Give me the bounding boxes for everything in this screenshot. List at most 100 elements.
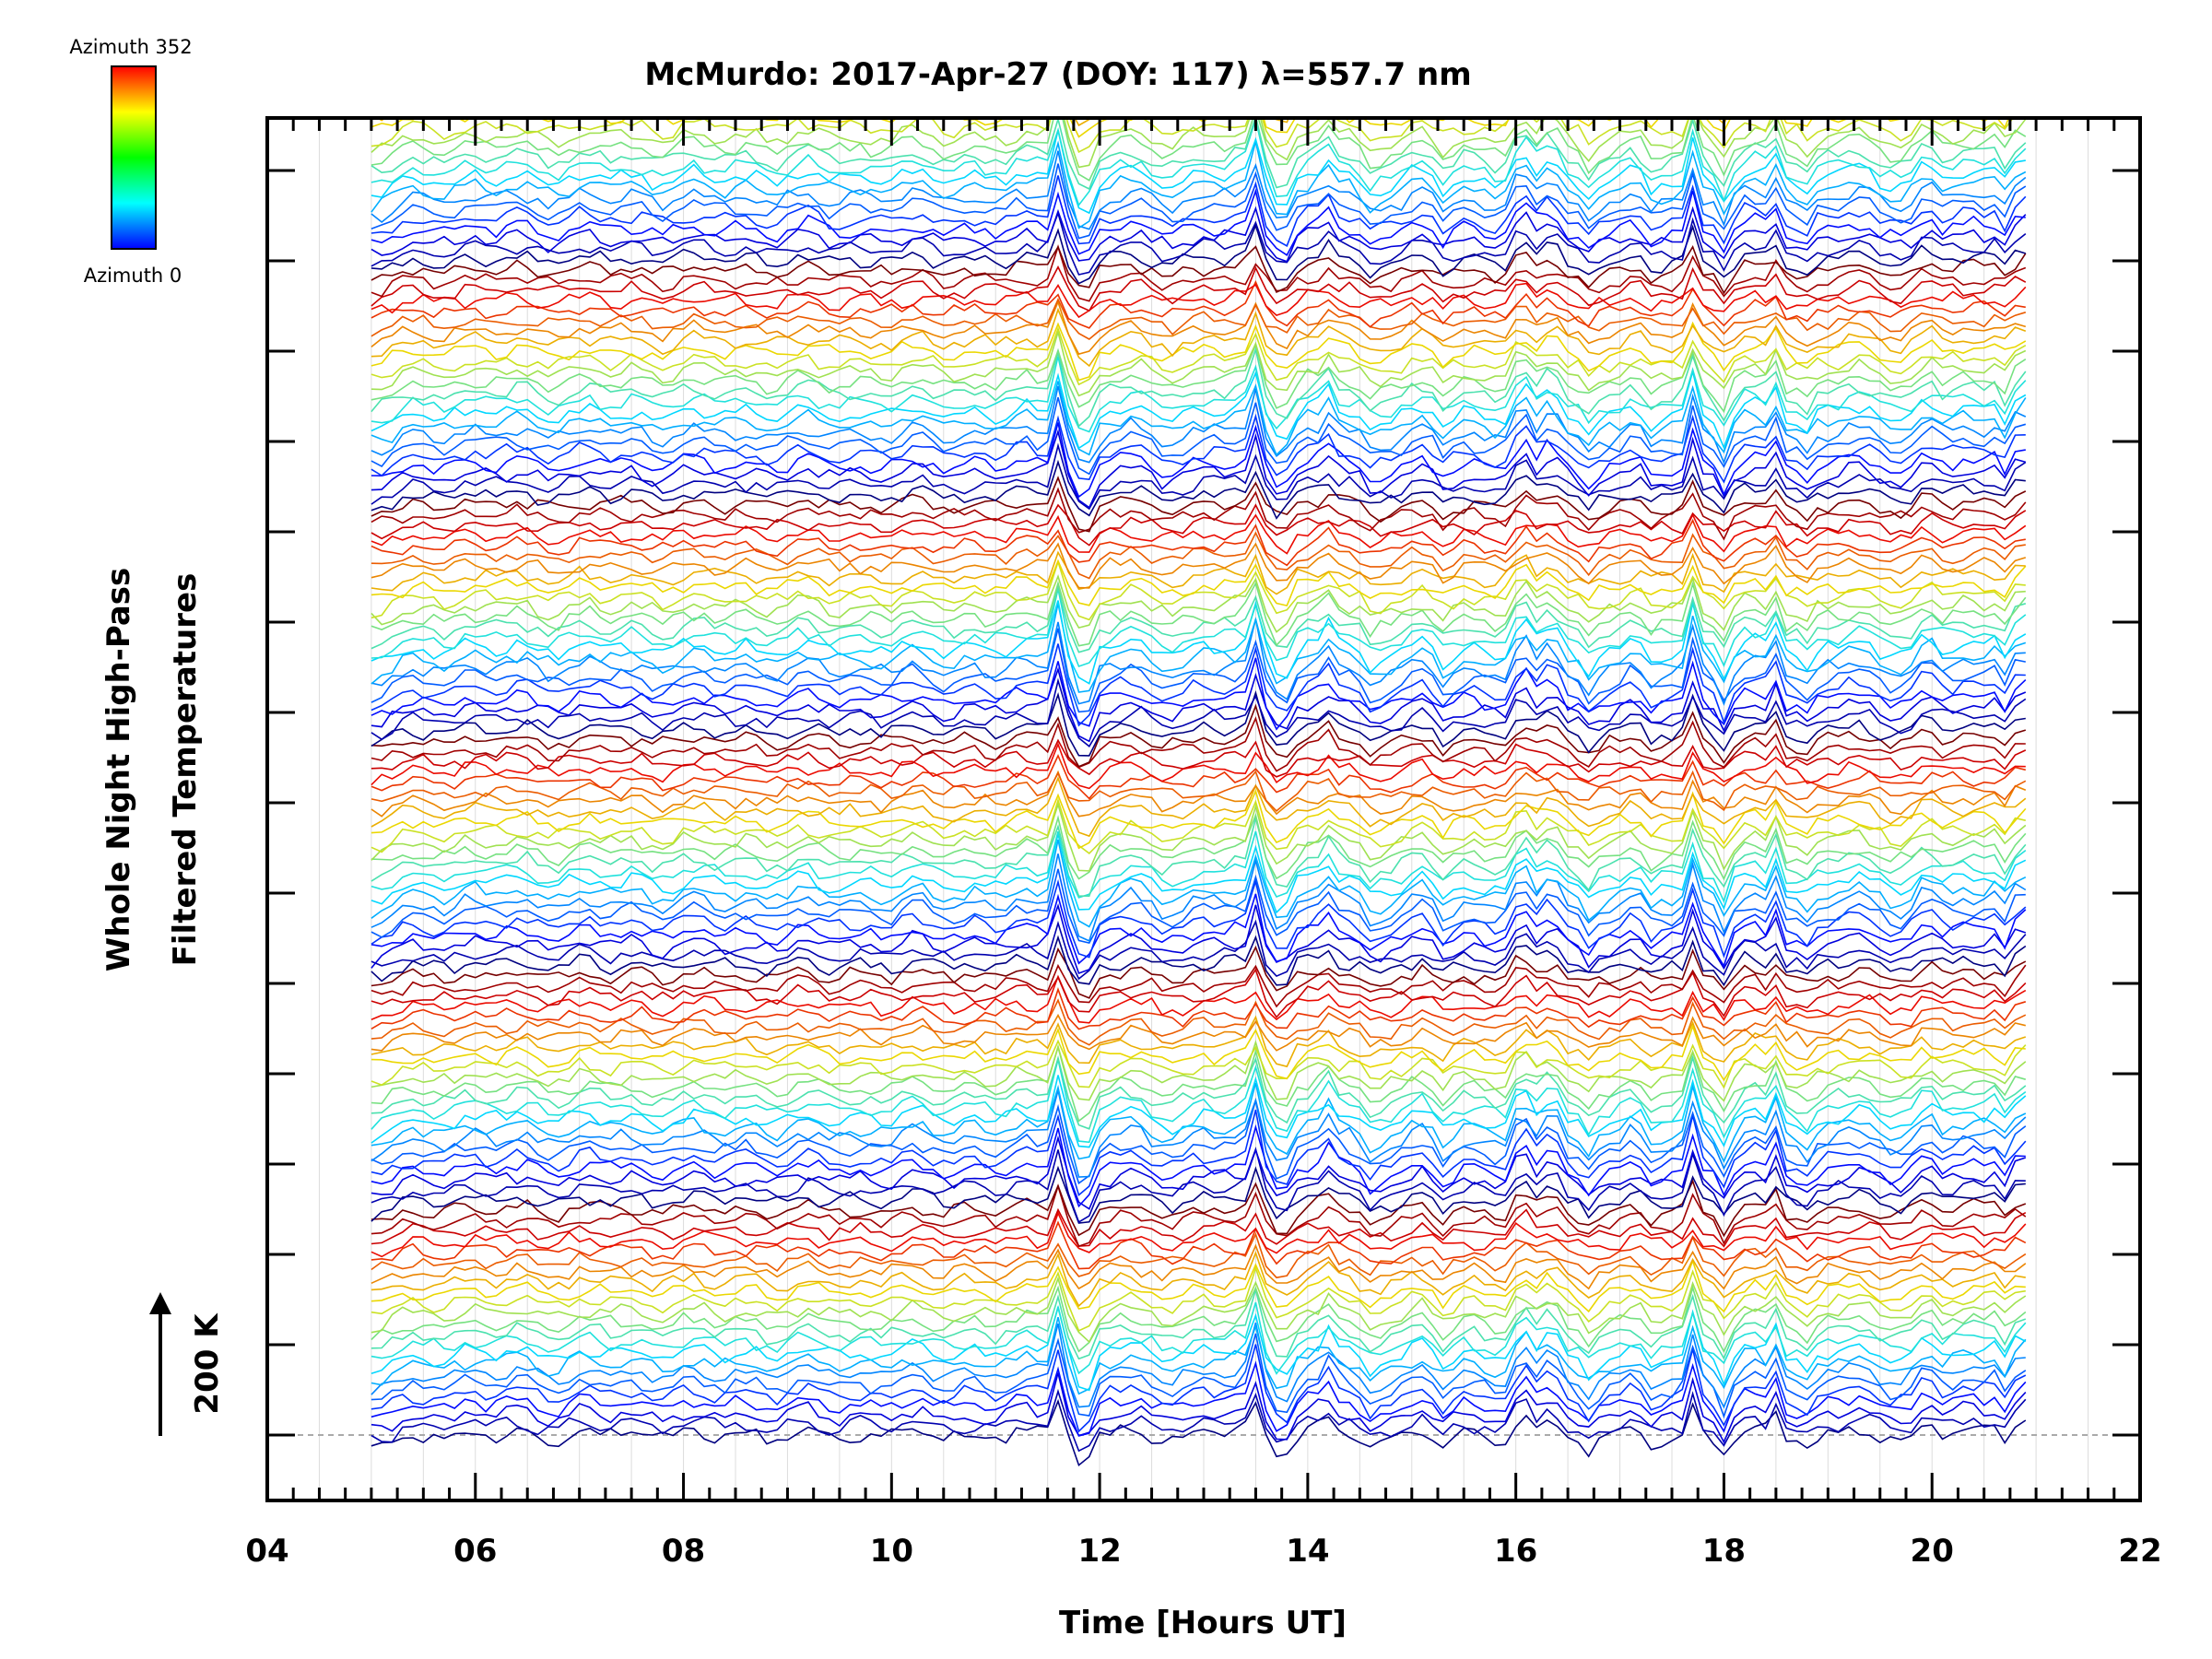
x-tick-label: 14: [1286, 1533, 1329, 1570]
trace-line: [371, 342, 2027, 414]
trace-line: [371, 321, 2027, 382]
chart-title: McMurdo: 2017-Apr-27 (DOY: 117) λ=557.7 …: [644, 56, 1471, 93]
trace-line: [371, 1124, 2026, 1208]
x-axis-label: Time [Hours UT]: [1059, 1605, 1347, 1641]
trace-line: [371, 6, 2026, 59]
trace-line: [371, 1322, 2026, 1409]
trace-line: [371, 244, 2027, 295]
trace-line: [371, 1075, 2027, 1148]
trace-line: [371, 1276, 2027, 1344]
trace-line: [371, 244, 2027, 302]
trace-line: [371, 603, 2027, 693]
trace-line: [371, 130, 2026, 215]
trace-line: [371, 968, 2027, 1018]
trace-line: [371, 307, 2027, 368]
trace-line: [371, 369, 2027, 450]
trace-line: [371, 628, 2026, 713]
trace-line: [371, 839, 2027, 928]
trace-line: [371, 893, 2027, 969]
trace-line: [371, 1211, 2027, 1258]
trace-line: [371, 945, 2027, 999]
trace-line: [371, 265, 2027, 312]
trace-line: [371, 442, 2027, 511]
trace-line: [371, 329, 2027, 397]
trace-line: [371, 1220, 2027, 1270]
trace-line: [371, 1231, 2027, 1279]
trace-line: [371, 0, 2026, 45]
trace-line: [371, 802, 2027, 872]
trace-line: [371, 118, 2027, 207]
trace-line: [371, 1082, 2027, 1163]
y-axis-label-line1: Whole Night High-Pass: [100, 568, 137, 972]
trace-line: [371, 580, 2027, 647]
x-tick-label: 08: [662, 1533, 705, 1570]
trace-line: [371, 775, 2027, 838]
trace-line: [371, 1059, 2027, 1144]
trace-line: [371, 1165, 2026, 1224]
x-tick-label: 10: [870, 1533, 913, 1570]
trace-line: [371, 818, 2027, 898]
trace-line: [371, 1100, 2027, 1185]
trace-line: [371, 738, 2027, 778]
trace-line: [371, 753, 2026, 800]
trace-line: [371, 878, 2027, 959]
trace-line: [371, 1344, 2027, 1433]
axis-ticks: [265, 118, 2142, 1500]
trace-line: [371, 503, 2027, 547]
colorbar-bottom-label: Azimuth 0: [84, 265, 182, 287]
trace-line: [371, 703, 2027, 768]
trace-line: [371, 666, 2027, 743]
trace-line: [371, 574, 2026, 633]
trace-line: [371, 518, 2026, 567]
trace-line: [371, 1301, 2027, 1375]
trace-line: [371, 1015, 2027, 1068]
trace-line: [371, 297, 2027, 340]
trace-line: [371, 963, 2027, 1008]
x-tick-label: 12: [1077, 1533, 1121, 1570]
x-tick-label: 22: [2118, 1533, 2161, 1570]
trace-line: [371, 282, 2027, 319]
trace-line: [371, 163, 2027, 240]
trace-line: [371, 1013, 2026, 1052]
trace-line: [371, 118, 2027, 182]
trace-line: [371, 1372, 2027, 1444]
trace-line: [371, 385, 2027, 465]
trace-line: [371, 1333, 2027, 1419]
trace-line: [371, 974, 2027, 1024]
trace-line: [371, 1039, 2027, 1089]
trace-line: [371, 868, 2026, 945]
trace-line: [371, 833, 2027, 914]
trace-line: [371, 188, 2026, 256]
trace-line: [371, 987, 2027, 1030]
trace-line: [371, 512, 2027, 555]
trace-line: [371, 140, 2027, 229]
scale-bar-label: 200 K: [189, 1312, 226, 1415]
trace-line: [371, 118, 2027, 191]
trace-line: [371, 1360, 2027, 1437]
trace-series: [371, 0, 2027, 1467]
y-axis-label-line2: Filtered Temperatures: [167, 573, 204, 967]
trace-line: [371, 1089, 2027, 1178]
trace-line: [371, 1023, 2026, 1082]
trace-line: [371, 643, 2026, 727]
trace-line: [371, 487, 2027, 541]
trace-line: [371, 1135, 2027, 1210]
trace-line: [371, 903, 2027, 975]
trace-line: [371, 853, 2027, 942]
scale-bar-arrowhead: [149, 1292, 171, 1314]
trace-line: [371, 0, 2026, 36]
trace-line: [371, 1251, 2026, 1308]
trace-line: [371, 413, 2026, 484]
trace-line: [371, 1040, 2027, 1102]
trace-line: [371, 1285, 2027, 1354]
x-tick-label: 06: [453, 1533, 497, 1570]
trace-line: [371, 210, 2027, 276]
trace-line: [371, 559, 2027, 607]
trace-line: [371, 812, 2027, 881]
x-tick-labels: 04 06 08 10 12 14 16 18 20 22: [245, 1533, 2161, 1570]
trace-line: [371, 347, 2027, 428]
trace-line: [371, 279, 2026, 329]
trace-line: [371, 397, 2027, 476]
trace-line: [371, 150, 2027, 230]
